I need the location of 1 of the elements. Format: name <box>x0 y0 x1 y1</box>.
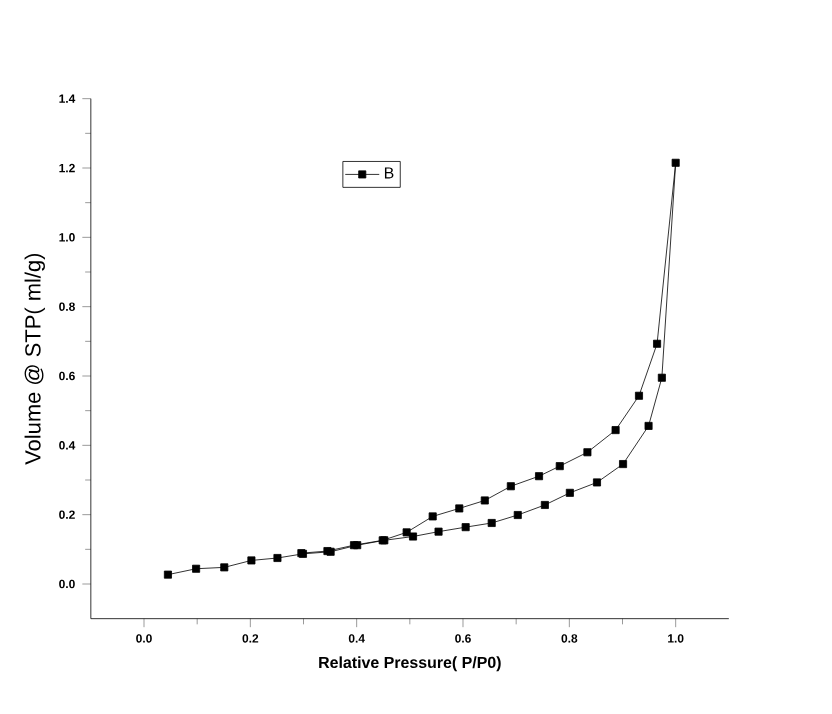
y-axis-title: Volume @ STP( ml/g) <box>24 253 45 465</box>
